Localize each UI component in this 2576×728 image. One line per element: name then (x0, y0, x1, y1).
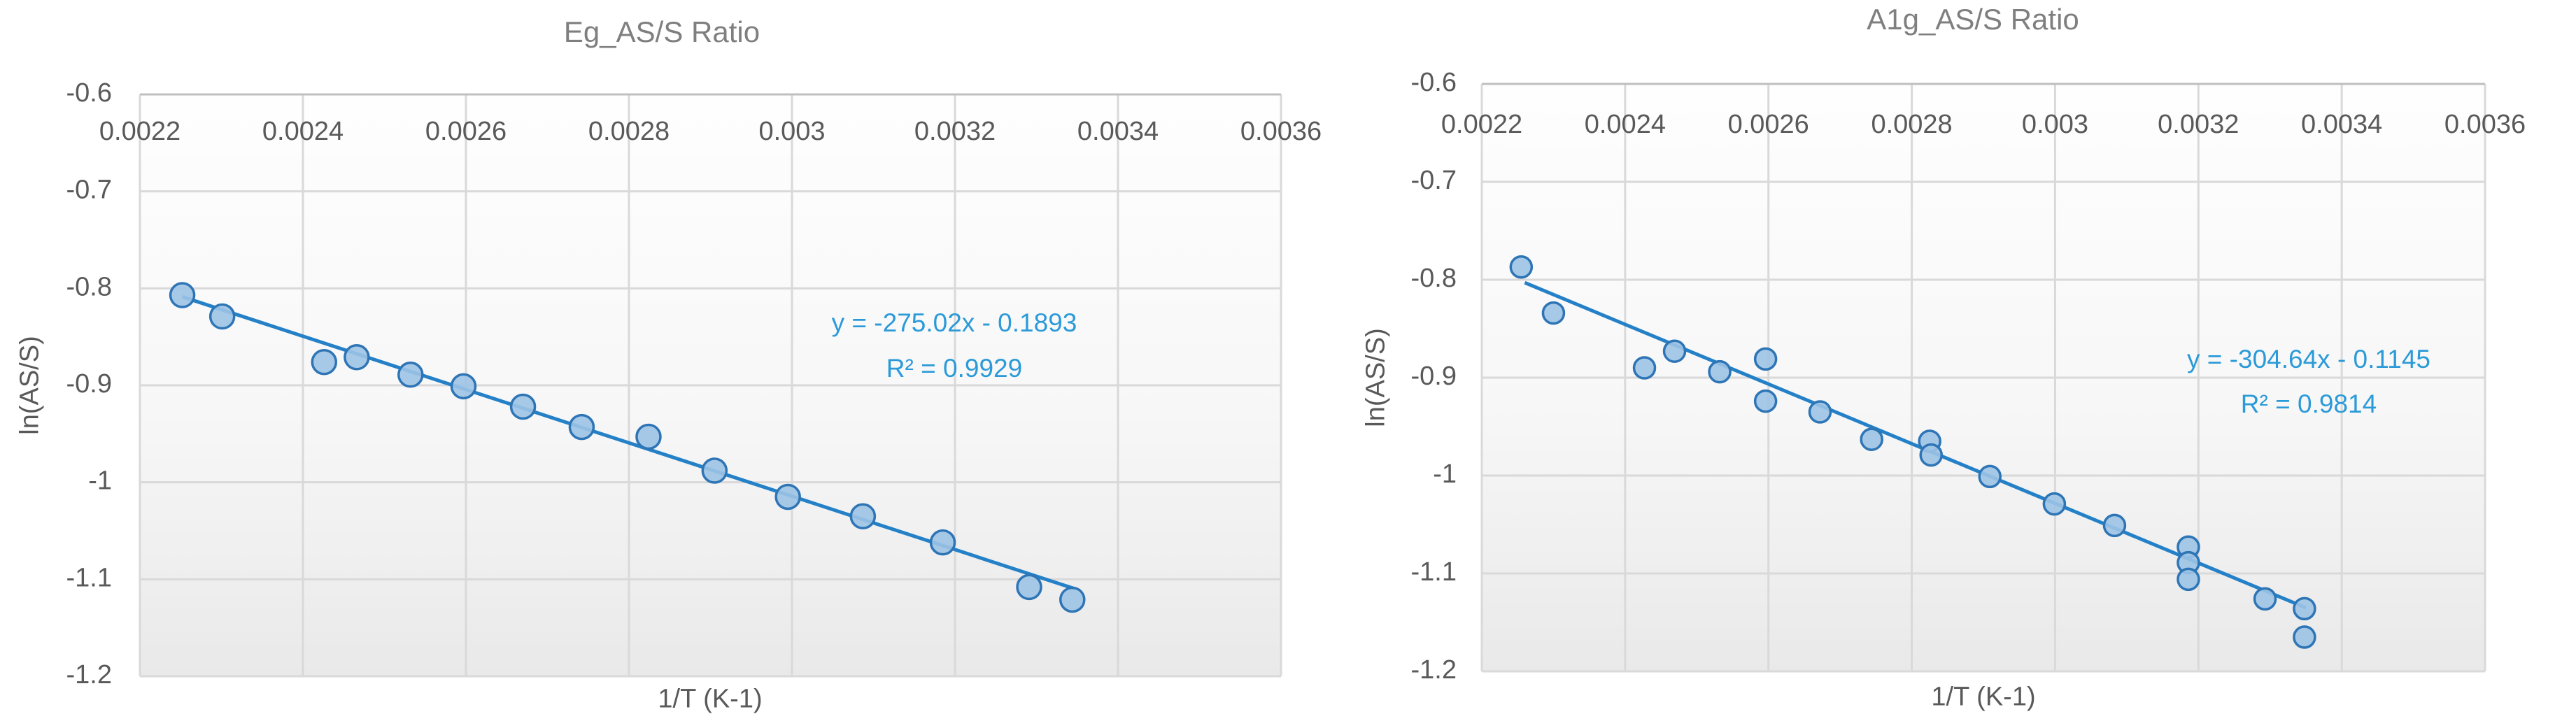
y-tick-label: -1.2 (1411, 655, 1457, 685)
data-point (929, 529, 956, 556)
x-tick-label: 0.0022 (1441, 110, 1522, 139)
data-point (774, 483, 801, 511)
y-tick-label: -0.8 (66, 272, 112, 301)
x-tick-label: 0.0026 (425, 117, 507, 146)
x-tick-label: 0.0034 (1077, 117, 1159, 146)
data-point (635, 423, 662, 450)
data-point (344, 344, 370, 371)
y-tick-label: -1.1 (1411, 557, 1457, 587)
trendline (1524, 280, 2307, 610)
y-tick-label: -0.9 (1411, 362, 1457, 391)
data-point (2293, 625, 2316, 649)
y-tick-label: -1 (1433, 459, 1457, 489)
x-tick-label: 0.0034 (2301, 110, 2382, 139)
data-point (1708, 359, 1732, 384)
x-tick-label: 0.0028 (1871, 110, 1952, 139)
x-tick-label: 0.0036 (1240, 117, 1322, 146)
data-point (1808, 400, 1832, 424)
y-axis-title: ln(AS/S) (15, 336, 45, 435)
y-tick-label: -1.1 (66, 563, 112, 592)
data-point (1541, 301, 1566, 325)
data-point (2102, 513, 2127, 538)
data-point (450, 373, 477, 400)
x-tick-label: 0.0022 (99, 117, 181, 146)
trendline-equation-label: y = -275.02x - 0.1893 (831, 308, 1077, 337)
y-tick-label: -1.2 (66, 660, 112, 690)
data-point (1919, 443, 1943, 467)
data-point (2042, 492, 2067, 516)
data-point (2253, 587, 2277, 611)
x-tick-label: 0.0024 (1585, 110, 1666, 139)
x-tick-label: 0.0024 (262, 117, 344, 146)
y-tick-label: -0.9 (66, 369, 112, 399)
data-point (1753, 389, 1778, 413)
data-point (1662, 339, 1687, 363)
data-point (1632, 356, 1657, 380)
x-axis-title: 1/T (K-1) (658, 684, 763, 714)
x-axis-title: 1/T (K-1) (1931, 682, 2036, 712)
data-point (568, 413, 595, 441)
y-tick-label: -0.6 (66, 78, 112, 108)
x-tick-label: 0.0036 (2444, 110, 2526, 139)
r-squared-label: R² = 0.9929 (886, 354, 1023, 383)
y-axis-title: ln(AS/S) (1361, 328, 1391, 427)
data-point (311, 348, 338, 376)
data-point (701, 457, 728, 484)
data-point (208, 303, 236, 330)
y-tick-label: -0.7 (1411, 166, 1457, 195)
x-tick-label: 0.003 (758, 117, 825, 146)
x-tick-label: 0.0028 (588, 117, 670, 146)
r-squared-label: R² = 0.9814 (2240, 390, 2377, 418)
x-tick-label: 0.0026 (1728, 110, 1809, 139)
chart-title: A1g_AS/S Ratio (1867, 3, 2079, 36)
data-point (2177, 567, 2200, 592)
x-tick-label: 0.003 (2022, 110, 2088, 139)
data-point (169, 282, 196, 308)
data-point (1978, 464, 2002, 489)
y-tick-label: -1 (88, 466, 112, 496)
y-tick-label: -0.7 (66, 176, 112, 205)
x-tick-label: 0.0032 (914, 117, 996, 146)
data-point (1860, 427, 1883, 451)
data-point (1016, 573, 1042, 601)
data-point (1753, 347, 1778, 371)
chart-title: Eg_AS/S Ratio (563, 15, 760, 48)
y-tick-label: -0.8 (1411, 264, 1457, 293)
data-point (509, 393, 537, 420)
trendline (181, 294, 1077, 591)
data-point (1059, 586, 1086, 613)
data-point (2293, 597, 2316, 621)
data-point (849, 503, 877, 529)
trendline-equation-label: y = -304.64x - 0.1145 (2187, 345, 2430, 373)
x-tick-label: 0.0032 (2158, 110, 2239, 139)
y-tick-label: -0.6 (1411, 68, 1457, 97)
data-point (397, 361, 424, 388)
data-point (1509, 255, 1534, 279)
